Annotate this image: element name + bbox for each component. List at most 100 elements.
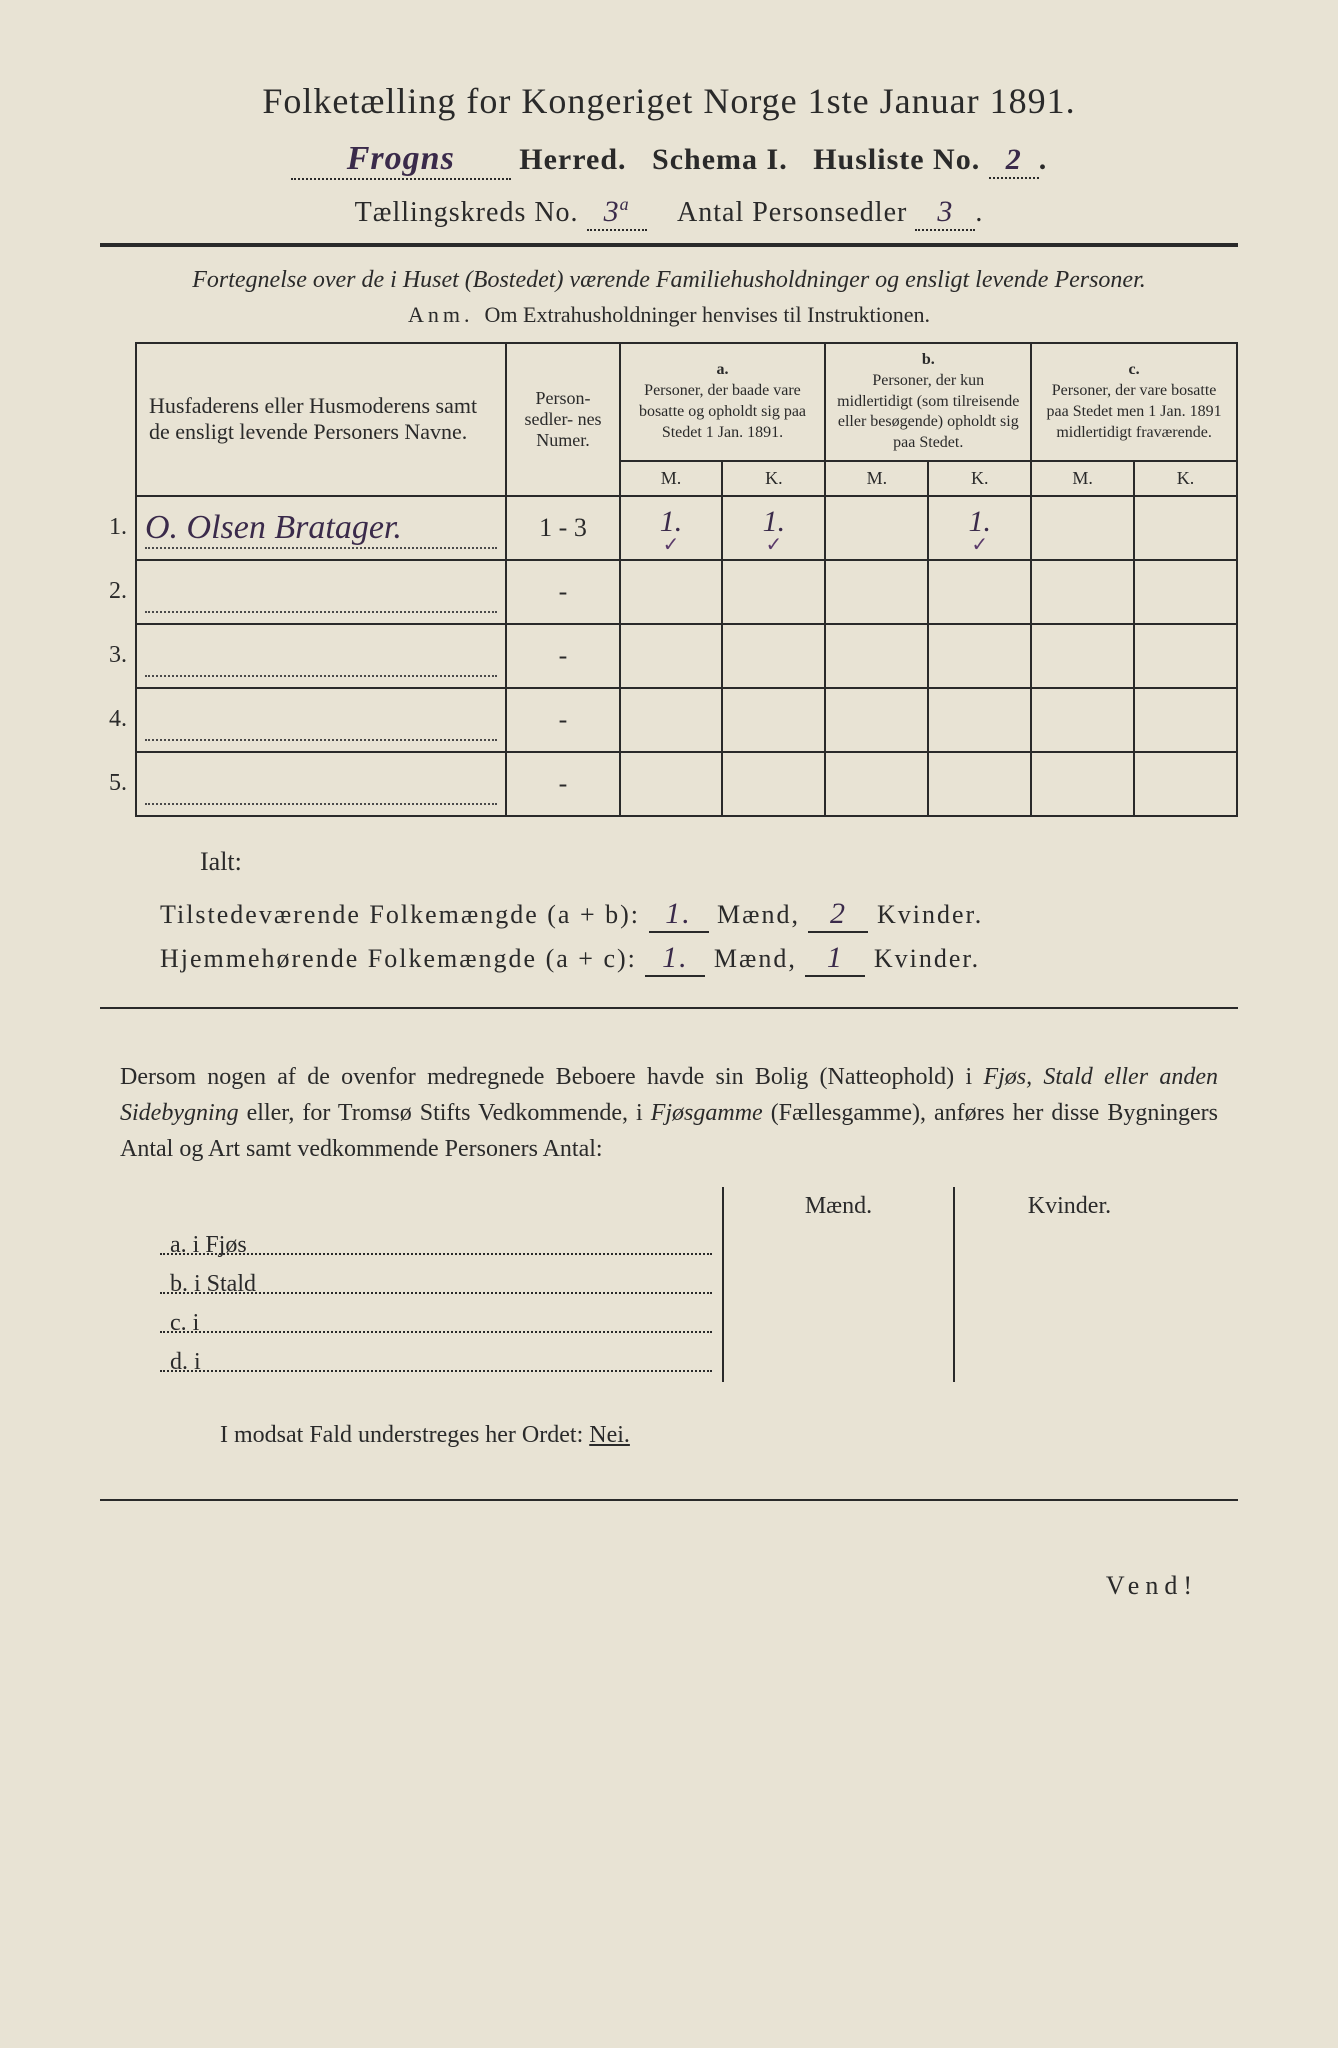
cell-c-m	[1031, 560, 1134, 624]
cell-c-k	[1134, 496, 1237, 560]
personsedler-range: 1 - 3	[506, 496, 619, 560]
cell-a-m	[620, 688, 723, 752]
anm-line: Anm. Om Extrahusholdninger henvises til …	[100, 302, 1238, 328]
kreds-label: Tællingskreds No.	[355, 197, 579, 228]
col-c-m: M.	[1031, 461, 1134, 496]
cell-c-m	[1031, 688, 1134, 752]
cell-b-m	[825, 752, 928, 816]
col-num-header: Person- sedler- nes Numer.	[506, 343, 619, 496]
cell-b-k	[928, 688, 1031, 752]
antal-label: Antal Personsedler	[677, 197, 907, 228]
cell-c-k	[1134, 688, 1237, 752]
cell-b-k	[928, 560, 1031, 624]
summary-resident: Hjemmehørende Folkemængde (a + c): 1. Mæ…	[160, 941, 1238, 977]
name-cell	[136, 560, 506, 624]
col-c-header: c.Personer, der vare bosatte paa Stedet …	[1031, 343, 1237, 461]
census-table: Husfaderens eller Husmoderens samt de en…	[100, 342, 1238, 817]
census-form-page: Folketælling for Kongeriget Norge 1ste J…	[0, 0, 1338, 2048]
opt-a: a. i Fjøs	[160, 1226, 723, 1265]
cell-a-m	[620, 752, 723, 816]
cell-c-m	[1031, 496, 1134, 560]
name-cell	[136, 688, 506, 752]
opt-b: b. i Stald	[160, 1265, 723, 1304]
col-a-k: K.	[722, 461, 825, 496]
herred-value: Frogns	[291, 140, 511, 180]
personsedler-range: -	[506, 560, 619, 624]
personsedler-range: -	[506, 624, 619, 688]
row-number: 4.	[100, 688, 136, 752]
anm-text: Om Extrahusholdninger henvises til Instr…	[485, 302, 930, 327]
col-c-k: K.	[1134, 461, 1237, 496]
cell-a-k	[722, 624, 825, 688]
cell-a-k	[722, 688, 825, 752]
name-cell	[136, 752, 506, 816]
ialt-label: Ialt:	[200, 847, 1238, 877]
summary-present: Tilstedeværende Folkemængde (a + b): 1. …	[160, 897, 1238, 933]
name-cell	[136, 624, 506, 688]
rule-1	[100, 243, 1238, 247]
mk-kvinder-header: Kvinder.	[954, 1187, 1184, 1226]
cell-b-m	[825, 496, 928, 560]
vend-label: Vend!	[100, 1571, 1198, 1601]
antal-value: 3	[915, 195, 975, 231]
row-number: 1.	[100, 496, 136, 560]
nei-line: I modsat Fald understreges her Ordet: Ne…	[220, 1422, 1238, 1449]
col-b-header: b.Personer, der kun midlertidigt (som ti…	[825, 343, 1031, 461]
cell-c-m	[1031, 752, 1134, 816]
cell-b-k: 1.✓	[928, 496, 1031, 560]
outbuilding-table: Mænd. Kvinder. a. i Fjøs b. i Stald c. i…	[160, 1187, 1184, 1382]
col-b-k: K.	[928, 461, 1031, 496]
sum2-kvinder: 1	[805, 941, 865, 977]
herred-label: Herred.	[519, 143, 626, 176]
table-row: 4. -	[100, 688, 1237, 752]
cell-a-k: 1.✓	[722, 496, 825, 560]
header-line-2: Frogns Herred. Schema I. Husliste No. 2.	[100, 140, 1238, 180]
sum2-maend: 1.	[645, 941, 705, 977]
table-row: 2. -	[100, 560, 1237, 624]
nei-word: Nei.	[589, 1422, 630, 1448]
rule-2	[100, 1007, 1238, 1009]
outbuilding-paragraph: Dersom nogen af de ovenfor medregnede Be…	[120, 1059, 1218, 1167]
cell-b-m	[825, 560, 928, 624]
cell-b-k	[928, 624, 1031, 688]
row-number: 3.	[100, 624, 136, 688]
husliste-label: Husliste No.	[813, 143, 980, 176]
col-b-m: M.	[825, 461, 928, 496]
sum1-kvinder: 2	[808, 897, 868, 933]
cell-a-k	[722, 752, 825, 816]
name-cell: O. Olsen Bratager.	[136, 496, 506, 560]
opt-d: d. i	[160, 1343, 723, 1382]
cell-c-k	[1134, 752, 1237, 816]
schema-label: Schema I.	[652, 143, 788, 176]
opt-c: c. i	[160, 1304, 723, 1343]
anm-label: Anm.	[408, 302, 474, 327]
col-a-m: M.	[620, 461, 723, 496]
husliste-value: 2	[989, 143, 1039, 179]
kreds-value: 3a	[587, 194, 647, 231]
personsedler-range: -	[506, 688, 619, 752]
table-row: 3. -	[100, 624, 1237, 688]
col-a-header: a.Personer, der baade vare bosatte og op…	[620, 343, 826, 461]
cell-a-k	[722, 560, 825, 624]
page-title: Folketælling for Kongeriget Norge 1ste J…	[100, 80, 1238, 122]
col-name-header: Husfaderens eller Husmoderens samt de en…	[136, 343, 506, 496]
cell-c-k	[1134, 624, 1237, 688]
cell-a-m	[620, 624, 723, 688]
cell-b-m	[825, 688, 928, 752]
cell-b-m	[825, 624, 928, 688]
row-number: 2.	[100, 560, 136, 624]
rule-3	[100, 1499, 1238, 1501]
cell-c-m	[1031, 624, 1134, 688]
cell-a-m	[620, 560, 723, 624]
mk-maend-header: Mænd.	[723, 1187, 953, 1226]
personsedler-range: -	[506, 752, 619, 816]
cell-b-k	[928, 752, 1031, 816]
sum1-maend: 1.	[649, 897, 709, 933]
header-line-3: Tællingskreds No. 3a Antal Personsedler …	[100, 194, 1238, 231]
table-row: 1.O. Olsen Bratager.1 - 31.✓1.✓1.✓	[100, 496, 1237, 560]
table-row: 5. -	[100, 752, 1237, 816]
row-number: 5.	[100, 752, 136, 816]
cell-c-k	[1134, 560, 1237, 624]
cell-a-m: 1.✓	[620, 496, 723, 560]
subheading: Fortegnelse over de i Huset (Bostedet) v…	[100, 267, 1238, 294]
